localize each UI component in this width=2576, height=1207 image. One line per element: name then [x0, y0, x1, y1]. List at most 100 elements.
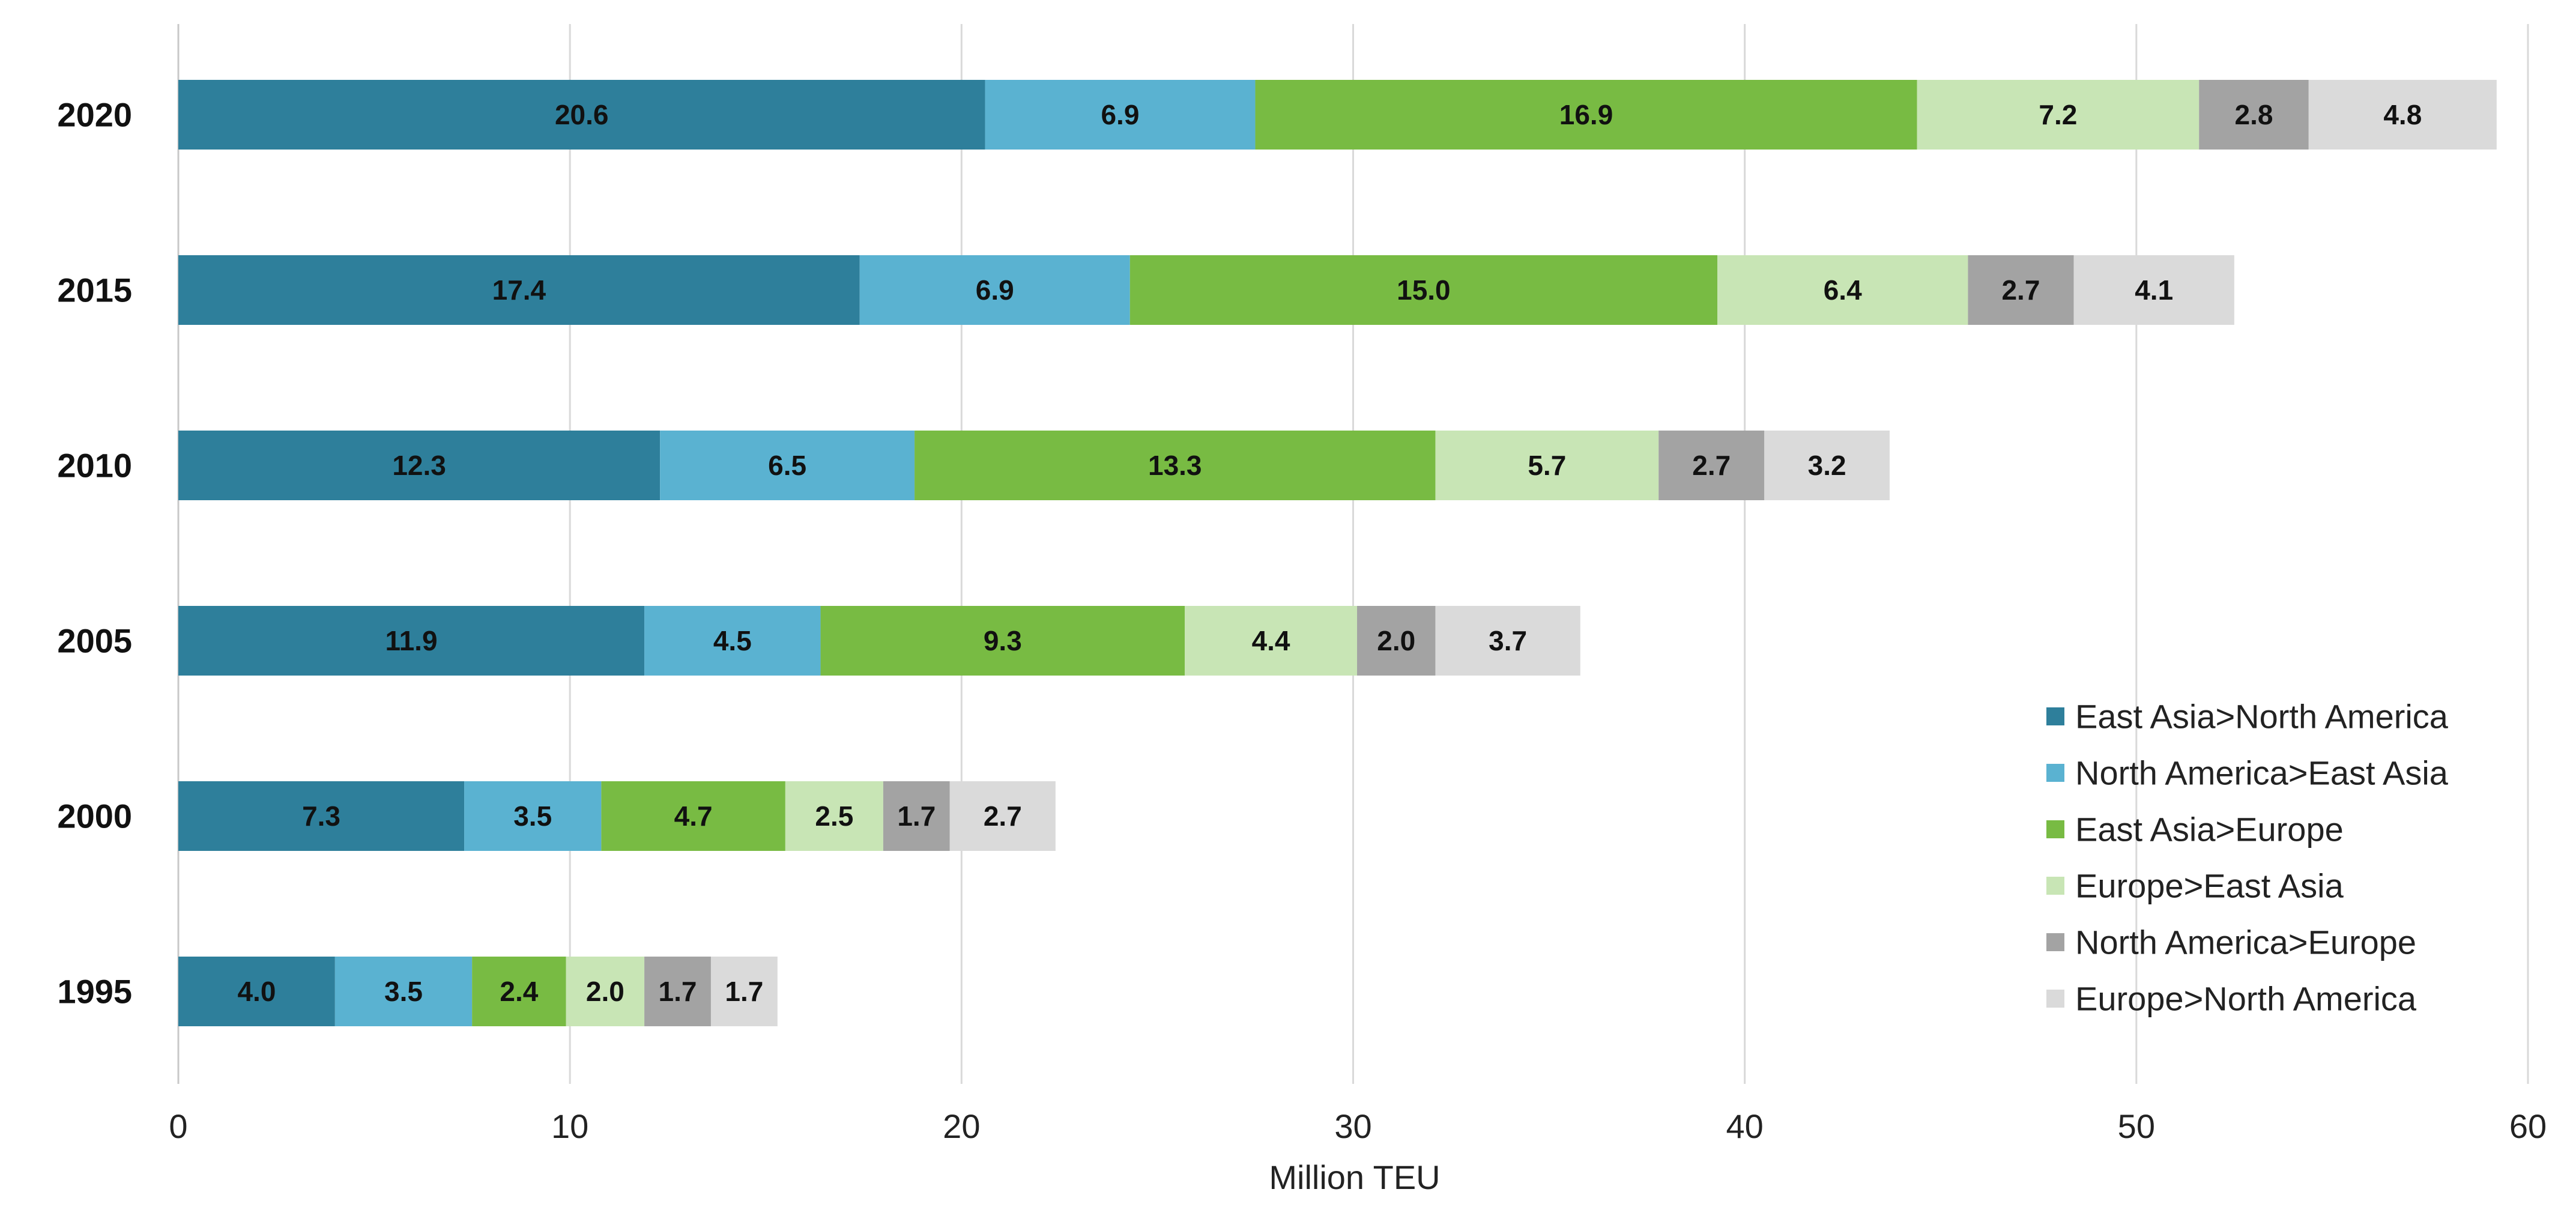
- data-label: 2.8: [2235, 99, 2273, 130]
- bar-segment: [710, 957, 778, 1026]
- data-label: 2.0: [1377, 625, 1415, 656]
- data-label: 13.3: [1148, 450, 1202, 481]
- legend-swatch: [2046, 764, 2064, 782]
- category-label-1995: 1995: [57, 973, 132, 1011]
- bar-segment: [1435, 431, 1659, 500]
- data-label: 3.5: [384, 976, 423, 1007]
- data-label: 6.4: [1824, 274, 1862, 306]
- bar-segment: [915, 431, 1436, 500]
- data-label: 3.5: [513, 800, 552, 832]
- x-tick-label: 20: [943, 1107, 980, 1145]
- data-label: 16.9: [1559, 99, 1613, 130]
- bar-segment: [334, 957, 473, 1026]
- data-label: 2.7: [2001, 274, 2040, 306]
- bar-segment: [178, 431, 661, 500]
- bar-segment: [660, 431, 915, 500]
- bar-segment: [2308, 80, 2497, 150]
- bar-segment: [178, 80, 985, 150]
- data-label: 15.0: [1397, 274, 1451, 306]
- category-label-2000: 2000: [57, 797, 132, 835]
- bar-segment: [820, 606, 1185, 676]
- data-label: 4.5: [713, 625, 752, 656]
- data-label: 1.7: [659, 976, 697, 1007]
- data-label: 4.0: [237, 976, 276, 1007]
- bar-segment: [2073, 255, 2234, 325]
- bar-segment: [1255, 80, 1917, 150]
- x-tick-label: 30: [1334, 1107, 1371, 1145]
- data-label: 12.3: [392, 450, 446, 481]
- data-label: 3.7: [1489, 625, 1527, 656]
- bar-segment: [1185, 606, 1358, 676]
- data-label: 1.7: [725, 976, 763, 1007]
- bar-segment: [566, 957, 645, 1026]
- legend-label: Europe>East Asia: [2075, 867, 2344, 905]
- legend-label: East Asia>Europe: [2075, 811, 2344, 849]
- x-tick-labels: 0 10 20 30 40 50 60: [169, 1107, 2547, 1145]
- legend-label: East Asia>North America: [2075, 698, 2449, 736]
- data-label: 4.4: [1252, 625, 1290, 656]
- data-label: 3.2: [1808, 450, 1846, 481]
- bars: [178, 80, 2497, 1026]
- legend-label: North America>East Asia: [2075, 754, 2449, 792]
- data-label: 2.5: [815, 800, 853, 832]
- bar-segment: [859, 255, 1130, 325]
- bar-segment: [949, 781, 1056, 851]
- bar-segment: [644, 606, 821, 676]
- data-label: 4.7: [674, 800, 713, 832]
- data-label: 6.9: [1101, 99, 1139, 130]
- x-tick-label: 40: [1726, 1107, 1764, 1145]
- legend-swatch: [2046, 707, 2064, 725]
- data-label: 7.3: [302, 800, 340, 832]
- data-label: 2.4: [500, 976, 538, 1007]
- bar-segment: [1968, 255, 2074, 325]
- bar-segment: [178, 606, 645, 676]
- category-label-2020: 2020: [57, 96, 132, 134]
- bar-segment: [178, 957, 335, 1026]
- bar-segment: [464, 781, 602, 851]
- legend-swatch: [2046, 990, 2064, 1008]
- legend-label: Europe>North America: [2075, 980, 2417, 1018]
- data-label: 1.7: [897, 800, 936, 832]
- data-label: 17.4: [492, 274, 546, 306]
- bar-segment: [883, 781, 950, 851]
- x-tick-label: 60: [2509, 1107, 2547, 1145]
- bar-segment: [1764, 431, 1890, 500]
- data-label: 2.7: [984, 800, 1022, 832]
- category-label-2015: 2015: [57, 271, 132, 309]
- bar-segment: [1129, 255, 1718, 325]
- category-label-2010: 2010: [57, 447, 132, 485]
- x-tick-label: 0: [169, 1107, 187, 1145]
- bar-segment: [1917, 80, 2200, 150]
- bar-segment: [644, 957, 711, 1026]
- bar-segment: [1717, 255, 1968, 325]
- data-label: 6.5: [768, 450, 806, 481]
- bar-segment: [785, 781, 883, 851]
- legend-swatch: [2046, 820, 2064, 838]
- bar-segment: [2199, 80, 2309, 150]
- category-label-2005: 2005: [57, 622, 132, 660]
- bar-segment: [601, 781, 785, 851]
- data-label: 4.1: [2135, 274, 2173, 306]
- x-tick-label: 50: [2118, 1107, 2155, 1145]
- x-axis-title: Million TEU: [1269, 1158, 1440, 1196]
- legend-swatch: [2046, 877, 2064, 895]
- data-label: 6.9: [976, 274, 1014, 306]
- data-label: 7.2: [2039, 99, 2077, 130]
- bar-segment: [178, 255, 860, 325]
- legend-label: North America>Europe: [2075, 924, 2416, 961]
- bar-segment: [178, 781, 465, 851]
- bar-segment: [985, 80, 1256, 150]
- bar-segment: [1658, 431, 1765, 500]
- legend: East Asia>North America North America>Eas…: [2046, 698, 2449, 1018]
- data-label: 11.9: [385, 625, 438, 656]
- data-labels: 20.6 6.9 16.9 7.2 2.8 4.8 17.4 6.9 15.0 6.4 2.7 4.1…: [237, 99, 2422, 1007]
- data-label: 20.6: [555, 99, 609, 130]
- legend-swatch: [2046, 933, 2064, 951]
- bar-segment: [1435, 606, 1580, 676]
- data-label: 4.8: [2383, 99, 2422, 130]
- data-label: 2.7: [1692, 450, 1731, 481]
- bar-segment: [472, 957, 566, 1026]
- data-label: 9.3: [984, 625, 1022, 656]
- data-label: 5.7: [1528, 450, 1566, 481]
